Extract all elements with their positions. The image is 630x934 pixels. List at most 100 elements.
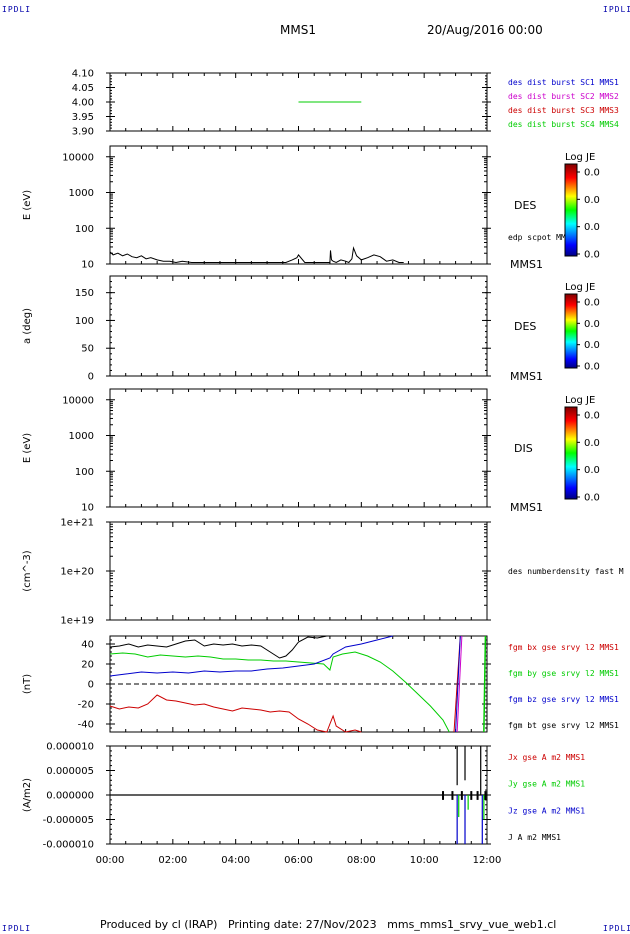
colorbar xyxy=(564,293,578,369)
time-axis-label: 06:00 xyxy=(284,855,313,866)
time-axis-label: 02:00 xyxy=(158,855,187,866)
legend-entry: Jy gse A m2 MMS1 xyxy=(508,780,585,789)
footer-text: Produced by cl (IRAP) Printing date: 27/… xyxy=(100,918,557,931)
date-title: 20/Aug/2016 00:00 xyxy=(427,23,543,37)
field-transition-line xyxy=(483,635,487,733)
colorbar xyxy=(564,163,578,257)
y-tick-label: 100 xyxy=(75,316,94,327)
y-tick-label: 0 xyxy=(88,372,94,383)
spacecraft-label: MMS1 xyxy=(510,501,543,514)
spacecraft-label: MMS1 xyxy=(510,370,543,383)
series-line-magnetic-field-2 xyxy=(109,635,393,677)
y-tick-label: 1000 xyxy=(69,431,94,442)
y-axis-label: (cm^-3) xyxy=(22,550,33,591)
panel-frame-dis-energy xyxy=(109,388,488,508)
y-tick-label: 10000 xyxy=(62,152,94,163)
y-tick-label: 10 xyxy=(81,503,94,514)
corner-label-bottom-left: IPDLI xyxy=(2,924,32,933)
corner-label-top-left: IPDLI xyxy=(2,5,32,14)
series-line-des-energy-0 xyxy=(109,246,404,264)
y-tick-label: -40 xyxy=(78,720,94,731)
colorbar-tick-label: 0.0 xyxy=(584,340,600,351)
y-tick-label: 4.10 xyxy=(72,69,94,80)
y-tick-label: 3.95 xyxy=(72,112,94,123)
y-axis-label: E (eV) xyxy=(22,433,33,463)
panel-frame-des-energy xyxy=(109,145,488,265)
colorbar xyxy=(564,406,578,500)
series-line-magnetic-field-0 xyxy=(109,635,327,659)
y-tick-label: 0.000005 xyxy=(46,766,94,777)
y-tick-label: 4.00 xyxy=(72,98,94,109)
colorbar-tick-label: 0.0 xyxy=(584,362,600,373)
series-line-magnetic-field-1 xyxy=(109,651,450,733)
y-axis-label: (nT) xyxy=(22,674,33,694)
legend-entry: Jx gse A m2 MMS1 xyxy=(508,753,585,762)
colorbar-tick-label: 0.0 xyxy=(584,319,600,330)
y-tick-label: 100 xyxy=(75,467,94,478)
series-line-magnetic-field-3 xyxy=(109,694,362,733)
panel-frame-density xyxy=(109,521,488,621)
y-tick-label: 100 xyxy=(75,224,94,235)
time-axis-label: 08:00 xyxy=(347,855,376,866)
y-tick-label: 40 xyxy=(81,640,94,651)
y-tick-label: 10 xyxy=(81,260,94,271)
legend-entry: fgm bx gse srvy l2 MMS1 xyxy=(508,643,619,652)
legend-entry: Jz gse A m2 MMS1 xyxy=(508,806,585,815)
instrument-label: DIS xyxy=(514,442,533,455)
y-tick-label: -0.000005 xyxy=(43,815,94,826)
colorbar-tick-label: 0.0 xyxy=(584,222,600,233)
field-transition-line xyxy=(456,635,463,733)
y-tick-label: 50 xyxy=(81,344,94,355)
field-transition-line xyxy=(455,635,461,733)
y-axis-label: (A/m2) xyxy=(22,778,33,812)
y-tick-label: 1000 xyxy=(69,188,94,199)
time-axis-label: 12:00 xyxy=(473,855,502,866)
y-tick-label: -0.000010 xyxy=(43,840,94,851)
colorbar-title: Log JE xyxy=(565,152,595,163)
overlay-label: edp scpot MMS1 xyxy=(508,233,576,242)
y-tick-label: 10000 xyxy=(62,395,94,406)
legend-entry: fgm bz gse srvy l2 MMS1 xyxy=(508,695,619,704)
y-tick-label: 1e+20 xyxy=(60,567,94,578)
time-axis-label: 00:00 xyxy=(96,855,125,866)
colorbar-tick-label: 0.0 xyxy=(584,298,600,309)
legend-entry: des dist burst SC3 MMS3 xyxy=(508,106,619,115)
y-tick-label: -20 xyxy=(78,700,94,711)
y-tick-label: 150 xyxy=(75,288,94,299)
legend-entry: fgm by gse srvy l2 MMS1 xyxy=(508,669,619,678)
y-tick-label: 0 xyxy=(88,680,94,691)
legend-entry: fgm bt gse srvy l2 MMS1 xyxy=(508,721,619,730)
y-tick-label: 1e+21 xyxy=(60,518,94,529)
colorbar-tick-label: 0.0 xyxy=(584,493,600,504)
spacecraft-label: MMS1 xyxy=(510,258,543,271)
legend-entry: des numberdensity fast M xyxy=(508,567,624,576)
y-tick-label: 20 xyxy=(81,660,94,671)
colorbar-tick-label: 0.0 xyxy=(584,250,600,261)
y-axis-label: E (eV) xyxy=(22,190,33,220)
spacecraft-title: MMS1 xyxy=(280,23,316,37)
colorbar-tick-label: 0.0 xyxy=(584,168,600,179)
y-tick-label: 1e+19 xyxy=(60,616,94,627)
instrument-label: DES xyxy=(514,320,536,333)
y-tick-label: 4.05 xyxy=(72,83,94,94)
colorbar-title: Log JE xyxy=(565,282,595,293)
time-axis-label: 04:00 xyxy=(221,855,250,866)
legend-entry: des dist burst SC2 MMS2 xyxy=(508,92,619,101)
colorbar-tick-label: 0.0 xyxy=(584,411,600,422)
instrument-label: DES xyxy=(514,199,536,212)
colorbar-tick-label: 0.0 xyxy=(584,438,600,449)
y-tick-label: 0.000000 xyxy=(46,791,94,802)
legend-entry: des dist burst SC1 MMS1 xyxy=(508,78,619,87)
y-axis-label: a (deg) xyxy=(22,308,33,344)
legend-entry: J A m2 MMS1 xyxy=(508,833,561,842)
legend-entry: des dist burst SC4 MMS4 xyxy=(508,120,619,129)
time-axis-label: 10:00 xyxy=(410,855,439,866)
panel-frame-des-pitch xyxy=(109,275,488,377)
colorbar-tick-label: 0.0 xyxy=(584,195,600,206)
corner-label-top-right: IPDLI xyxy=(603,5,630,14)
corner-label-bottom-right: IPDLI xyxy=(603,924,630,933)
y-tick-label: 3.90 xyxy=(72,127,94,138)
colorbar-tick-label: 0.0 xyxy=(584,465,600,476)
colorbar-title: Log JE xyxy=(565,395,595,406)
